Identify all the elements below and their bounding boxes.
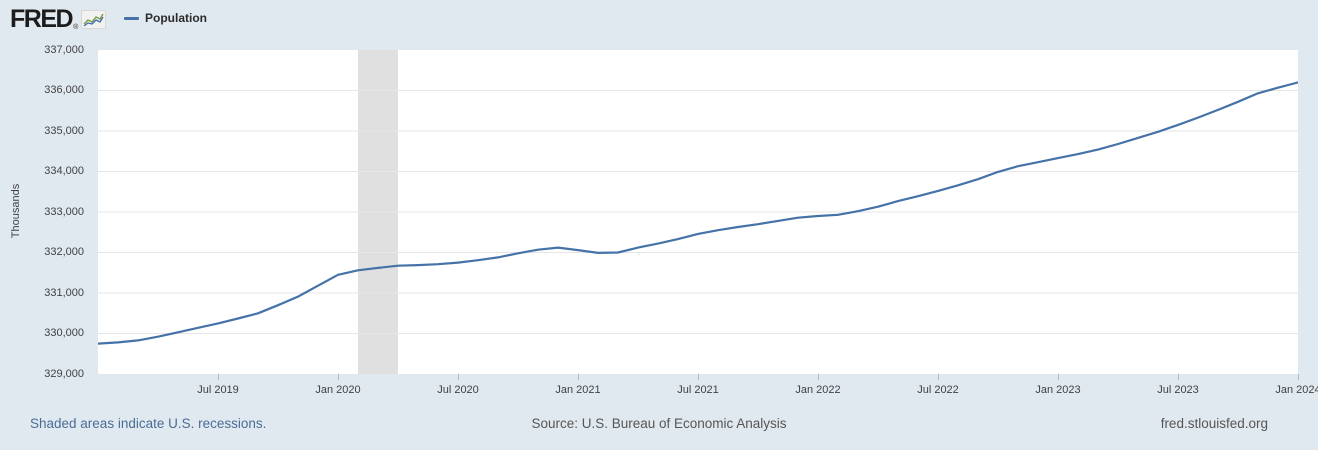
fred-logo[interactable]: FRED ® xyxy=(10,5,107,34)
x-tick-label: Jan 2021 xyxy=(555,384,601,396)
legend-label: Population xyxy=(145,11,207,25)
legend-line-swatch xyxy=(124,16,139,20)
x-tick-mark xyxy=(938,374,939,380)
y-tick-label: 331,000 xyxy=(44,286,84,299)
x-tick-mark xyxy=(1298,374,1299,380)
x-tick-mark xyxy=(698,374,699,380)
y-tick-label: 332,000 xyxy=(44,246,84,258)
x-tick-label: Jan 2023 xyxy=(1035,384,1081,396)
y-tick-label: 337,000 xyxy=(44,43,84,56)
series-line-population[interactable] xyxy=(98,81,1298,345)
y-tick-label: 336,000 xyxy=(44,84,84,96)
x-tick-mark xyxy=(818,374,819,380)
source-text: Source: U.S. Bureau of Economic Analysis xyxy=(531,416,787,431)
registered-mark: ® xyxy=(73,24,79,31)
x-tick-label: Jan 2022 xyxy=(795,384,841,396)
x-tick-mark xyxy=(578,374,579,380)
plot-area[interactable] xyxy=(98,50,1298,374)
legend-item-population[interactable]: Population xyxy=(124,11,207,25)
x-tick-mark xyxy=(218,374,219,380)
x-tick-label: Jan 2020 xyxy=(315,384,361,396)
x-tick-label: Jul 2020 xyxy=(437,384,479,396)
x-tick-mark xyxy=(1178,374,1179,380)
chart-header: FRED ® Population xyxy=(0,0,1318,38)
x-tick-mark xyxy=(458,374,459,380)
x-tick-label: Jul 2019 xyxy=(197,384,239,396)
y-tick-label: 329,000 xyxy=(44,367,84,380)
x-tick-mark xyxy=(338,374,339,380)
sparkline-icon xyxy=(81,10,107,29)
recessions-note-link[interactable]: Shaded areas indicate U.S. recessions. xyxy=(30,416,267,431)
fred-logo-text: FRED xyxy=(10,5,74,33)
x-tick-label: Jul 2023 xyxy=(1157,384,1199,396)
x-tick-label: Jul 2021 xyxy=(677,384,719,396)
y-tick-label: 334,000 xyxy=(44,165,84,177)
x-tick-mark xyxy=(1058,374,1059,380)
x-tick-label: Jul 2022 xyxy=(917,384,959,396)
population-line-chart[interactable] xyxy=(98,50,1298,374)
y-tick-label: 330,000 xyxy=(44,327,84,339)
site-url: fred.stlouisfed.org xyxy=(1160,416,1268,431)
x-tick-label: Jan 2024 xyxy=(1275,384,1318,396)
y-tick-label: 335,000 xyxy=(44,124,84,137)
y-tick-label: 333,000 xyxy=(44,205,84,218)
